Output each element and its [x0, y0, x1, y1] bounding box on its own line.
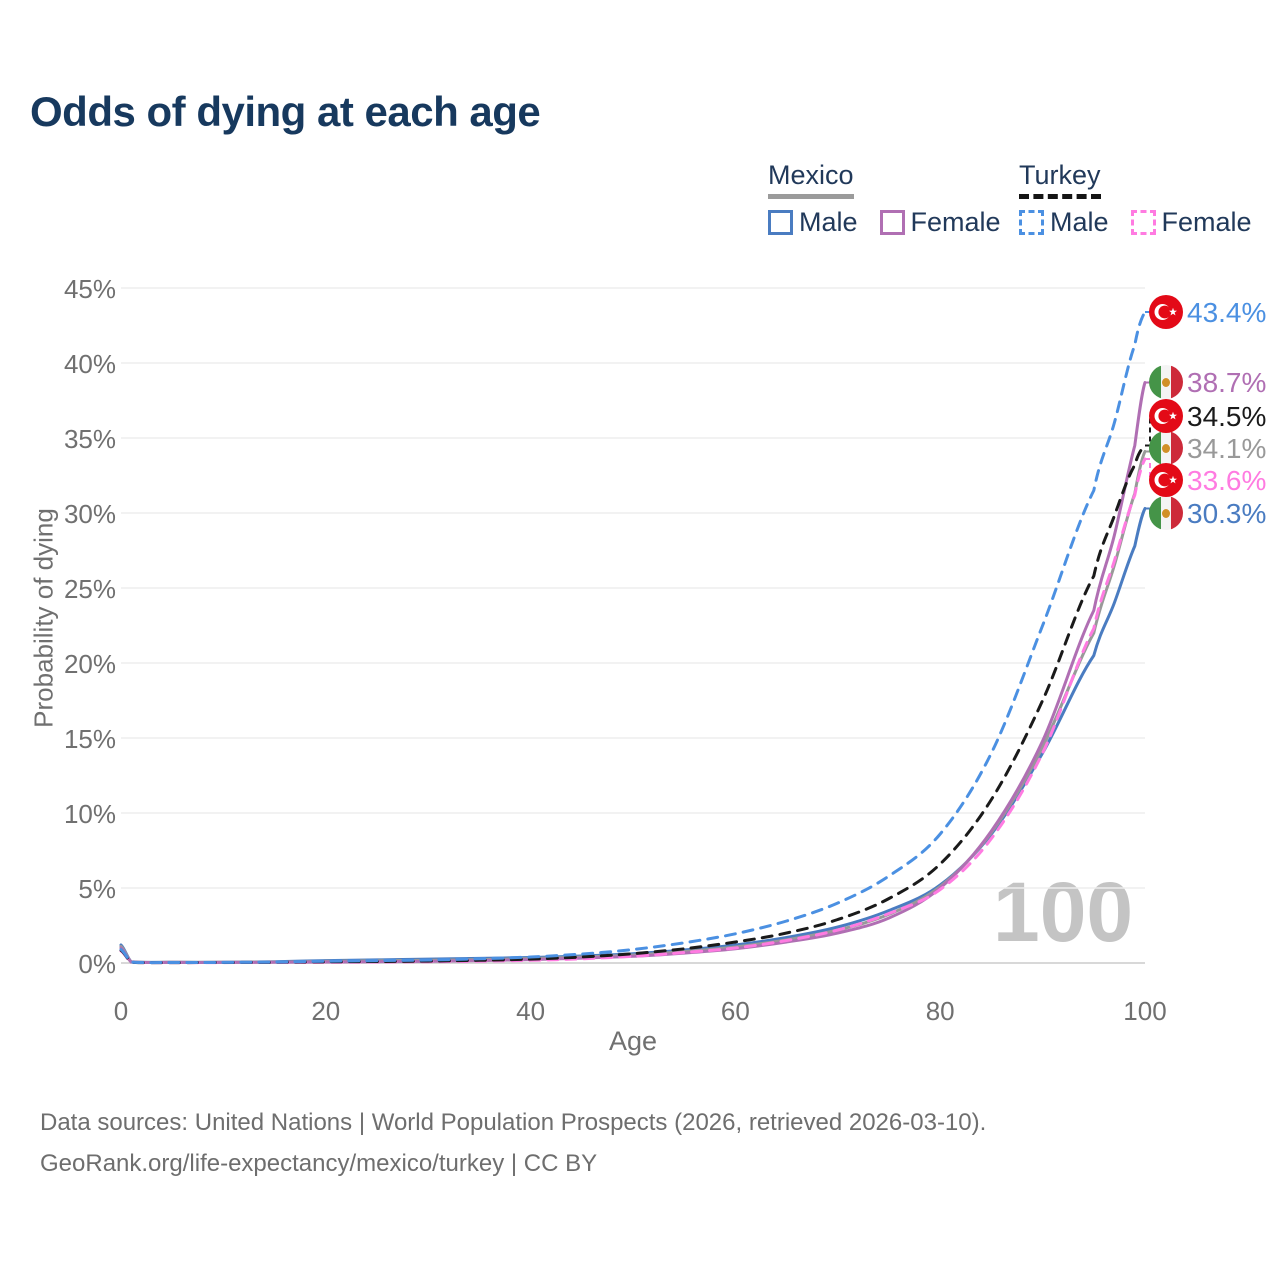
legend-label-mexico-female: Female: [910, 207, 1001, 237]
y-tick-label-25: 25%: [63, 574, 116, 604]
series-line-tr_both[interactable]: [119, 444, 1147, 965]
y-tick-label-30: 30%: [63, 499, 116, 529]
mexico-flag-icon: [1149, 365, 1183, 399]
legend-country-turkey: Turkey: [1019, 160, 1101, 199]
y-tick-label-40: 40%: [63, 349, 116, 379]
legend-group-mexico: Mexico Male Female: [768, 160, 1023, 238]
end-label-value-mx_male: 30.3%: [1187, 498, 1266, 529]
end-label-value-mx_female: 38.7%: [1187, 367, 1266, 398]
footer-url-line: GeoRank.org/life-expectancy/mexico/turke…: [40, 1150, 598, 1177]
age-watermark: 100: [993, 865, 1134, 959]
y-tick-label-35: 35%: [63, 424, 116, 454]
footer-source-line: Data sources: United Nations | World Pop…: [40, 1109, 987, 1136]
legend-checkbox-mexico-female[interactable]: [879, 210, 905, 235]
y-tick-label-10: 10%: [63, 799, 116, 829]
x-tick-label-40: 40: [516, 996, 546, 1026]
legend-checkbox-turkey-male[interactable]: [1019, 210, 1044, 235]
series-line-tr_male[interactable]: [119, 310, 1147, 965]
series-line-mx_both[interactable]: [119, 450, 1147, 965]
x-tick-label-60: 60: [720, 996, 750, 1026]
legend-items-turkey: Male Female: [1019, 207, 1274, 238]
mexico-flag-icon: [1149, 496, 1183, 530]
end-label-value-tr_female: 33.6%: [1187, 465, 1266, 496]
x-tick-label-80: 80: [925, 996, 955, 1026]
end-label-value-tr_male: 43.4%: [1187, 297, 1266, 328]
series-line-mx_female[interactable]: [119, 381, 1147, 965]
x-tick-label-100: 100: [1123, 996, 1167, 1026]
y-tick-label-45: 45%: [63, 274, 116, 304]
legend-group-turkey: Turkey Male Female: [1019, 160, 1274, 238]
x-tick-label-20: 20: [311, 996, 341, 1026]
y-tick-label-20: 20%: [63, 649, 116, 679]
legend-label-turkey-female: Female: [1161, 207, 1252, 237]
series-line-tr_female[interactable]: [119, 457, 1147, 965]
mexico-flag-icon: [1149, 431, 1183, 465]
legend-checkbox-mexico-male[interactable]: [768, 210, 793, 235]
turkey-flag-icon: [1149, 463, 1183, 497]
end-label-value-mx_both: 34.1%: [1187, 433, 1266, 464]
end-label-value-tr_both: 34.5%: [1187, 401, 1266, 432]
legend-items-mexico: Male Female: [768, 207, 1023, 238]
turkey-flag-icon: [1149, 295, 1183, 329]
y-tick-label-0: 0%: [78, 949, 116, 979]
legend-label-mexico-male: Male: [799, 207, 858, 237]
series-line-mx_male[interactable]: [119, 507, 1147, 964]
turkey-flag-icon: [1149, 399, 1183, 433]
footer: Data sources: United Nations | World Pop…: [40, 1102, 986, 1184]
legend-label-turkey-male: Male: [1050, 207, 1109, 237]
chart-title: Odds of dying at each age: [30, 88, 541, 135]
y-tick-label-15: 15%: [63, 724, 116, 754]
x-axis-title: Age: [608, 1026, 658, 1056]
legend-country-mexico: Mexico: [768, 160, 854, 199]
x-tick-label-0: 0: [113, 996, 129, 1026]
y-tick-label-5: 5%: [78, 874, 116, 904]
legend-checkbox-turkey-female[interactable]: [1130, 210, 1156, 235]
